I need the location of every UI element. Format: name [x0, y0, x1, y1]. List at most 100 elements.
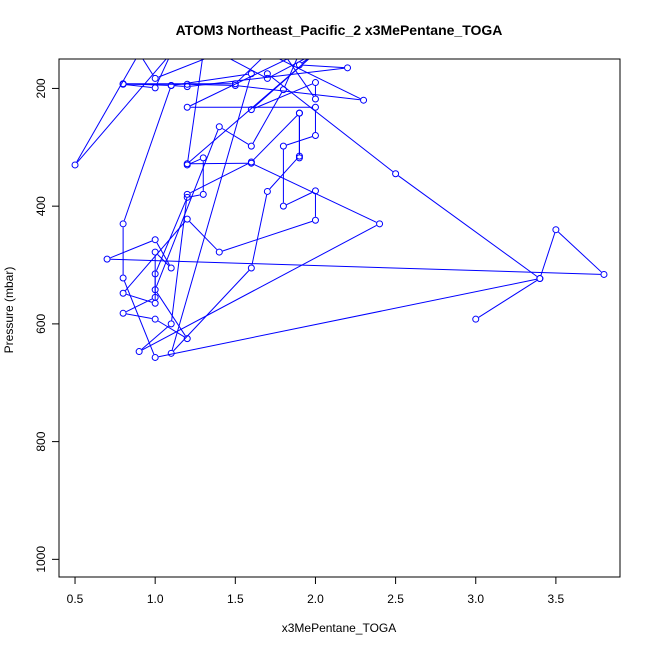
data-point	[279, 86, 287, 94]
series-segment	[269, 75, 394, 173]
data-point	[135, 348, 143, 356]
y-tick-label: 600	[34, 314, 48, 334]
x-tick-label: 3.0	[467, 592, 484, 606]
data-point	[392, 170, 400, 178]
series-segment	[174, 85, 184, 87]
series-segment	[558, 231, 602, 273]
data-point	[119, 289, 127, 297]
data-point	[119, 274, 127, 282]
series-segment	[229, 59, 265, 78]
data-point	[200, 50, 206, 56]
data-point	[151, 315, 159, 323]
data-point	[344, 64, 352, 72]
series-segment	[158, 59, 206, 78]
data-point	[247, 70, 255, 78]
x-tick-label: 2.5	[387, 592, 404, 606]
series-segment	[156, 200, 187, 271]
data-point	[151, 286, 159, 294]
y-tick-label: 1000	[34, 546, 48, 573]
y-tick-label: 400	[34, 196, 48, 216]
data-point	[103, 255, 111, 263]
data-point	[151, 236, 159, 244]
data-point	[360, 96, 368, 104]
data-point	[263, 70, 271, 78]
data-point	[279, 202, 287, 210]
series-segment	[187, 59, 203, 162]
data-point	[263, 187, 271, 195]
data-point	[151, 74, 159, 82]
data-point	[247, 142, 255, 150]
data-point	[151, 293, 159, 301]
series-segment	[540, 232, 556, 276]
data-point	[151, 84, 159, 92]
data-point	[472, 315, 480, 323]
series-segment	[123, 88, 171, 221]
series-segment	[125, 221, 186, 291]
series-segment	[110, 240, 153, 259]
x-tick-label: 3.5	[548, 592, 565, 606]
series-segment	[156, 59, 170, 85]
series-segment	[110, 258, 601, 275]
data-point	[183, 190, 191, 198]
series-segment	[251, 194, 268, 265]
data-point	[295, 61, 303, 69]
data-point	[71, 161, 79, 169]
series-segment	[284, 59, 298, 87]
data-point	[247, 106, 255, 114]
x-tick-label: 1.0	[147, 592, 164, 606]
data-point	[279, 142, 287, 150]
data-point	[168, 50, 174, 56]
series-segment	[155, 129, 219, 287]
data-point	[151, 299, 159, 307]
series-segment	[398, 175, 538, 277]
series-segment	[157, 320, 185, 338]
series-segment	[269, 158, 298, 190]
data-point	[151, 353, 159, 361]
data-point	[600, 270, 608, 278]
data-point	[136, 50, 142, 56]
data-point	[183, 193, 191, 201]
data-point	[280, 50, 286, 56]
data-point	[119, 80, 127, 88]
data-point	[183, 335, 191, 343]
data-point	[167, 349, 175, 357]
series-segment	[301, 59, 309, 64]
data-point	[215, 123, 223, 131]
data-point	[311, 79, 319, 87]
series-segment	[237, 59, 262, 82]
series-segment	[173, 270, 250, 352]
series-segment	[76, 59, 167, 163]
series-segment	[222, 220, 313, 252]
plot-frame	[58, 58, 621, 578]
data-point	[264, 50, 270, 56]
series-segment	[270, 59, 306, 78]
data-point	[167, 81, 175, 89]
y-axis-label: Pressure (mbar)	[2, 267, 16, 354]
series-segment	[123, 281, 155, 355]
data-point	[536, 275, 544, 283]
series-segment	[171, 76, 251, 351]
series-segment	[253, 115, 298, 160]
data-point	[311, 132, 319, 140]
data-point	[151, 248, 159, 256]
data-point	[295, 154, 303, 162]
data-point	[376, 220, 384, 228]
data-point	[311, 95, 319, 103]
data-point	[552, 226, 560, 234]
series-segment	[141, 225, 377, 351]
series-segment	[302, 64, 345, 69]
x-axis: 0.5 1.0 1.5 2.0 2.5 3.0 3.5	[67, 577, 565, 606]
x-tick-label: 1.5	[227, 592, 244, 606]
data-point	[311, 187, 319, 195]
series-segment	[158, 278, 537, 358]
data-point	[183, 215, 191, 223]
data-point	[119, 309, 127, 317]
y-axis: 200 400 600 800 1000	[34, 78, 59, 573]
series-segment	[189, 221, 218, 250]
data-point	[311, 216, 319, 224]
series-segment	[126, 84, 152, 88]
series-segment	[157, 254, 170, 266]
data-point	[311, 103, 319, 111]
x-tick-label: 2.0	[307, 592, 324, 606]
